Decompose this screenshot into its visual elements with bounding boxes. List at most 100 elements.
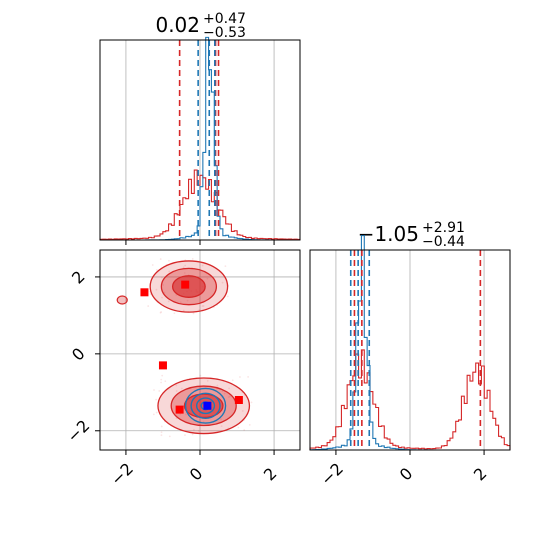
marker-red: [234, 396, 243, 404]
sample-dot: [216, 384, 219, 387]
contour-blue: [195, 397, 216, 415]
sample-dot: [182, 266, 185, 269]
marker-red: [140, 288, 149, 297]
sample-dot: [162, 284, 165, 286]
sample-dot: [186, 299, 189, 302]
sample-dot: [224, 265, 227, 268]
x-tick-label: −2: [317, 459, 347, 489]
histogram-red: [309, 349, 511, 450]
sample-dot: [161, 296, 163, 299]
sample-dot: [173, 312, 176, 315]
sample-dot: [191, 257, 194, 260]
sample-dot: [198, 309, 201, 311]
title-param2: −1.05: [358, 222, 419, 246]
sample-dot: [201, 264, 204, 267]
sample-dot: [147, 305, 150, 307]
marker-red: [175, 405, 184, 414]
x-tick-label: −2: [107, 459, 137, 489]
sample-dot: [160, 434, 163, 437]
sample-dot: [220, 418, 222, 421]
sample-dot: [168, 259, 170, 262]
sample-dot: [167, 300, 170, 303]
histogram-panel-param1: [99, 36, 301, 245]
sample-dot: [201, 305, 204, 307]
sample-dot: [155, 398, 158, 401]
contour-panel: −2 0 2 −2 0 2: [63, 249, 301, 489]
sample-dot: [228, 387, 230, 390]
sample-dot: [221, 281, 224, 284]
sample-dot: [250, 401, 253, 404]
y-tick-label: 2: [68, 267, 89, 288]
sample-dot: [155, 288, 158, 291]
contour-blue: [190, 392, 221, 419]
sample-dot: [160, 381, 162, 384]
sample-dot: [161, 374, 164, 377]
sample-dot: [158, 390, 161, 392]
title-param1-plus: +0.47: [203, 11, 246, 27]
sample-dot: [241, 410, 244, 412]
contour-blue: [184, 387, 227, 424]
marker-blue: [203, 401, 212, 410]
sample-dot: [160, 311, 163, 313]
histogram-panel-param2: −2 0 2: [309, 235, 511, 489]
sample-dot: [152, 413, 155, 416]
sample-dot: [160, 276, 163, 279]
sample-dot: [226, 295, 229, 298]
sample-dot: [159, 311, 162, 314]
sample-dot: [206, 277, 209, 280]
x-tick-label: 0: [186, 464, 207, 485]
sample-dot: [155, 269, 158, 271]
sample-dot: [197, 430, 200, 432]
sample-dot: [239, 376, 241, 378]
contour-red: [116, 295, 128, 305]
sample-dot: [160, 425, 163, 428]
sample-dot: [175, 294, 178, 296]
y-tick-label: −2: [63, 416, 93, 446]
sample-dot: [179, 301, 182, 304]
x-tick-label: 2: [260, 464, 281, 485]
x-tick-label: 2: [470, 464, 491, 485]
sample-dot: [191, 433, 194, 436]
sample-dot: [227, 396, 230, 399]
sample-dot: [202, 304, 205, 307]
x-tick-label: 0: [396, 464, 417, 485]
marker-red: [181, 280, 190, 289]
sample-dot: [192, 312, 195, 315]
sample-dot: [168, 435, 171, 438]
sample-dot: [175, 384, 178, 387]
sample-dot: [247, 376, 250, 378]
histogram-red: [99, 169, 301, 240]
marker-red: [158, 361, 167, 370]
sample-dot: [220, 425, 223, 428]
sample-dot: [221, 390, 224, 393]
sample-dot: [206, 379, 209, 382]
sample-dot: [153, 389, 155, 391]
sample-dot: [155, 411, 158, 414]
sample-dot: [223, 392, 226, 395]
sample-dot: [193, 428, 195, 431]
title-param1: 0.02: [155, 13, 200, 37]
title-param1-minus: −0.53: [203, 25, 246, 41]
sample-dot: [175, 417, 178, 420]
sample-dot: [163, 291, 166, 294]
sample-dot: [151, 264, 154, 266]
sample-dot: [160, 431, 163, 434]
sample-dot: [228, 395, 231, 398]
axes-frame: [309, 249, 511, 451]
sample-dot: [179, 413, 182, 416]
sample-dot: [184, 413, 187, 416]
axes-frame: [99, 39, 301, 241]
sample-dot: [184, 264, 187, 267]
sample-dot: [237, 426, 240, 429]
sample-dot: [243, 429, 246, 431]
sample-dot: [199, 374, 202, 377]
sample-dot: [159, 258, 162, 260]
axes-frame: [99, 249, 301, 451]
sample-dot: [160, 378, 163, 381]
y-tick-label: 0: [68, 344, 89, 365]
sample-dot: [168, 270, 171, 273]
sample-dot: [231, 379, 234, 382]
sample-dot: [183, 272, 186, 274]
title-param2-plus: +2.91: [422, 220, 465, 236]
